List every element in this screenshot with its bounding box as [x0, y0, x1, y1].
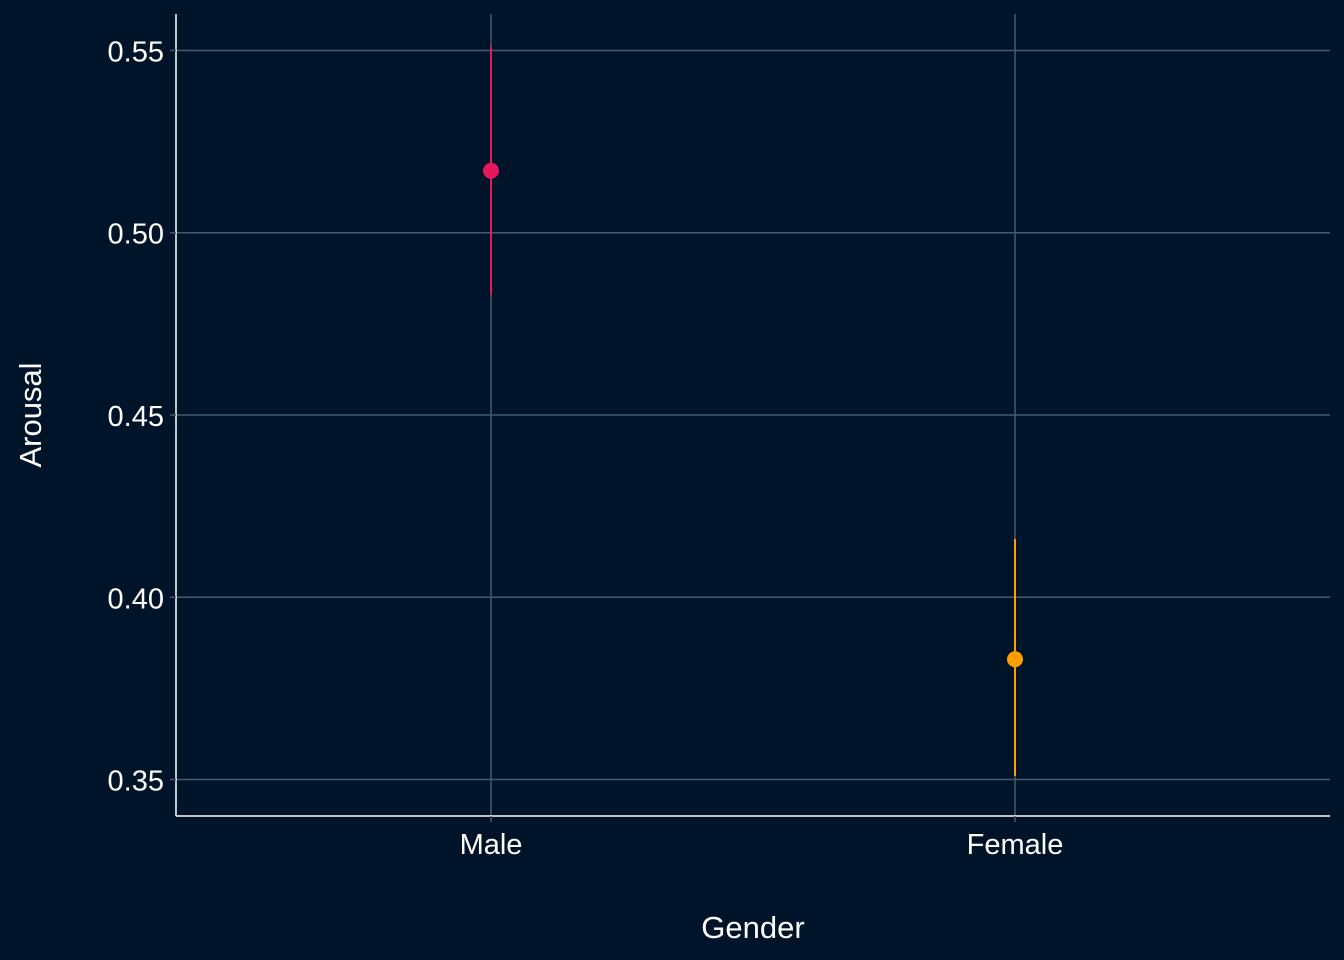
y-tick-label: 0.55 [108, 36, 164, 68]
y-tick-label: 0.50 [108, 219, 164, 251]
tick-layer: 0.35 0.40 0.45 0.50 0.55 Male Female [108, 36, 1064, 861]
data-point-female [1007, 651, 1023, 668]
y-tick-label: 0.40 [108, 583, 164, 615]
data-point-male [483, 162, 499, 179]
x-tick-label: Male [460, 829, 523, 861]
y-tick-label: 0.35 [108, 766, 164, 798]
x-axis-title: Gender [701, 910, 804, 945]
mark-layer [483, 46, 1023, 776]
y-axis-title: Arousal [13, 362, 48, 467]
y-tick-label: 0.45 [108, 401, 164, 433]
x-tick-label: Female [967, 829, 1064, 861]
